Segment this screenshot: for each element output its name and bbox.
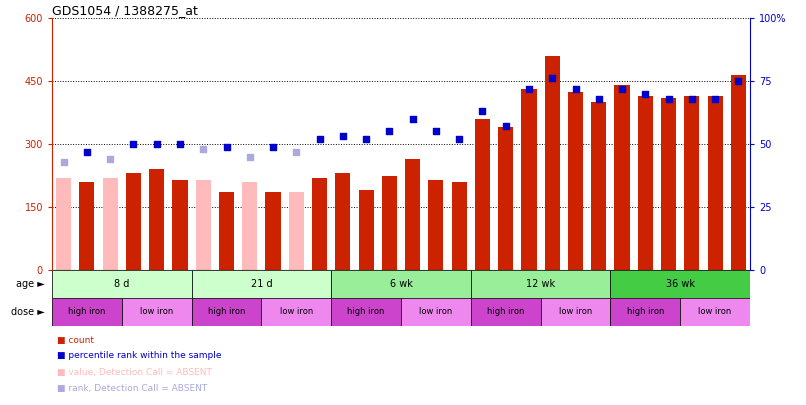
Point bbox=[499, 123, 512, 130]
Point bbox=[243, 153, 256, 160]
Bar bbox=[382, 175, 397, 270]
Text: low iron: low iron bbox=[699, 307, 732, 316]
Bar bbox=[102, 178, 118, 270]
Text: high iron: high iron bbox=[208, 307, 245, 316]
Bar bbox=[405, 159, 420, 270]
Text: age ►: age ► bbox=[16, 279, 45, 289]
Point bbox=[732, 78, 745, 84]
Text: low iron: low iron bbox=[559, 307, 592, 316]
Point bbox=[81, 148, 93, 155]
Text: high iron: high iron bbox=[626, 307, 664, 316]
Point bbox=[267, 143, 280, 150]
Bar bbox=[192, 270, 331, 298]
Text: high iron: high iron bbox=[69, 307, 106, 316]
Bar bbox=[335, 173, 351, 270]
Bar bbox=[289, 192, 304, 270]
Point bbox=[197, 146, 210, 152]
Text: 36 wk: 36 wk bbox=[666, 279, 695, 289]
Point bbox=[313, 136, 326, 142]
Point bbox=[57, 158, 70, 165]
Bar bbox=[126, 173, 141, 270]
Point bbox=[546, 75, 559, 82]
Bar bbox=[568, 92, 583, 270]
Point bbox=[220, 143, 233, 150]
Point bbox=[592, 96, 605, 102]
Bar bbox=[475, 119, 490, 270]
Bar bbox=[661, 98, 676, 270]
Bar bbox=[331, 298, 401, 326]
Text: dose ►: dose ► bbox=[11, 307, 45, 317]
Point bbox=[662, 96, 675, 102]
Point bbox=[336, 133, 349, 140]
Bar bbox=[196, 180, 211, 270]
Bar bbox=[610, 298, 680, 326]
Bar bbox=[172, 180, 188, 270]
Point bbox=[150, 141, 163, 147]
Bar bbox=[401, 298, 471, 326]
Bar bbox=[451, 182, 467, 270]
Bar bbox=[52, 270, 192, 298]
Bar bbox=[79, 182, 94, 270]
Point bbox=[708, 96, 721, 102]
Point bbox=[522, 85, 535, 92]
Bar bbox=[638, 96, 653, 270]
Point bbox=[104, 156, 117, 162]
Bar bbox=[684, 96, 700, 270]
Bar bbox=[359, 190, 374, 270]
Bar bbox=[498, 127, 513, 270]
Text: ■ count: ■ count bbox=[57, 335, 94, 345]
Bar bbox=[192, 298, 261, 326]
Bar bbox=[265, 192, 280, 270]
Text: 12 wk: 12 wk bbox=[526, 279, 555, 289]
Bar bbox=[261, 298, 331, 326]
Bar bbox=[331, 270, 471, 298]
Bar bbox=[521, 90, 537, 270]
Text: low iron: low iron bbox=[140, 307, 173, 316]
Point bbox=[406, 115, 419, 122]
Bar bbox=[122, 298, 192, 326]
Point bbox=[173, 141, 186, 147]
Point bbox=[127, 141, 140, 147]
Point bbox=[476, 108, 489, 115]
Bar bbox=[52, 298, 122, 326]
Bar bbox=[614, 85, 629, 270]
Point bbox=[359, 136, 372, 142]
Point bbox=[453, 136, 466, 142]
Bar bbox=[592, 102, 606, 270]
Bar bbox=[545, 56, 560, 270]
Text: 8 d: 8 d bbox=[114, 279, 130, 289]
Point bbox=[639, 90, 652, 97]
Bar bbox=[471, 298, 541, 326]
Text: high iron: high iron bbox=[487, 307, 525, 316]
Bar bbox=[56, 178, 71, 270]
Bar bbox=[219, 192, 234, 270]
Bar bbox=[243, 182, 257, 270]
Bar bbox=[471, 270, 610, 298]
Bar bbox=[610, 270, 750, 298]
Text: ■ value, Detection Call = ABSENT: ■ value, Detection Call = ABSENT bbox=[57, 367, 212, 377]
Text: ■ percentile rank within the sample: ■ percentile rank within the sample bbox=[57, 352, 222, 360]
Text: GDS1054 / 1388275_at: GDS1054 / 1388275_at bbox=[52, 4, 198, 17]
Text: ■ rank, Detection Call = ABSENT: ■ rank, Detection Call = ABSENT bbox=[57, 384, 207, 392]
Bar bbox=[149, 169, 164, 270]
Bar bbox=[680, 298, 750, 326]
Text: low iron: low iron bbox=[419, 307, 452, 316]
Point bbox=[685, 96, 698, 102]
Bar bbox=[541, 298, 610, 326]
Bar bbox=[731, 75, 746, 270]
Bar bbox=[428, 180, 443, 270]
Point bbox=[430, 128, 442, 134]
Point bbox=[290, 148, 303, 155]
Bar bbox=[312, 178, 327, 270]
Text: high iron: high iron bbox=[347, 307, 384, 316]
Point bbox=[616, 85, 629, 92]
Point bbox=[383, 128, 396, 134]
Point bbox=[569, 85, 582, 92]
Text: 6 wk: 6 wk bbox=[389, 279, 413, 289]
Bar bbox=[708, 96, 723, 270]
Text: low iron: low iron bbox=[280, 307, 313, 316]
Text: 21 d: 21 d bbox=[251, 279, 272, 289]
